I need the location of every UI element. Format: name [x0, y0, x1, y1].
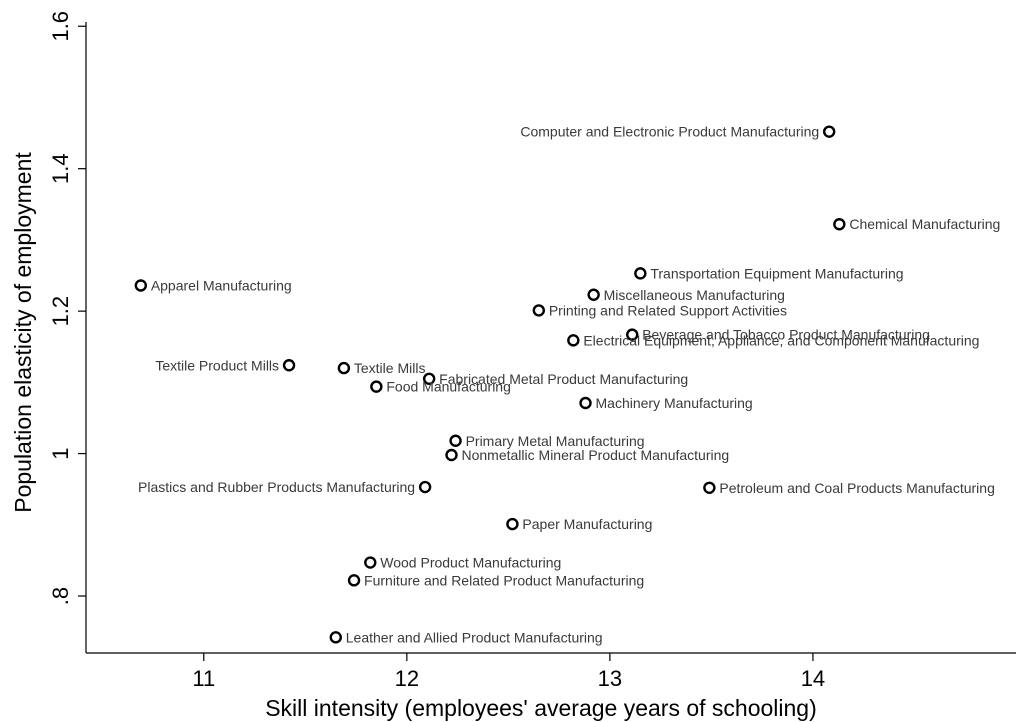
data-point-group: Miscellaneous Manufacturing — [587, 287, 785, 303]
point-label: Machinery Manufacturing — [596, 395, 753, 411]
point-label: Fabricated Metal Product Manufacturing — [439, 371, 688, 387]
data-point-group: Transportation Equipment Manufacturing — [634, 265, 904, 281]
data-point — [587, 288, 600, 301]
y-axis-title: Population elasticity of employment — [10, 152, 36, 513]
data-point-group: Furniture and Related Product Manufactur… — [347, 572, 644, 588]
point-label: Nonmetallic Mineral Product Manufacturin… — [462, 447, 730, 463]
x-tick-label: 11 — [192, 666, 215, 691]
data-point — [822, 125, 836, 138]
point-label: Textile Mills — [354, 360, 426, 376]
data-point — [364, 556, 377, 569]
point-label: Chemical Manufacturing — [849, 216, 1000, 232]
data-point — [337, 361, 351, 375]
y-tick-label: 1.2 — [48, 296, 73, 327]
x-axis-title: Skill intensity (employees' average year… — [265, 695, 817, 721]
data-points: Computer and Electronic Product Manufact… — [134, 124, 1000, 645]
data-point-group: Printing and Related Support Activities — [532, 302, 787, 318]
data-point — [449, 434, 462, 447]
data-point-group: Leather and Allied Product Manufacturing — [329, 629, 603, 645]
data-point — [422, 372, 436, 385]
x-tick-label: 12 — [395, 666, 419, 691]
data-point-group: Beverage and Tobacco Product Manufacturi… — [626, 327, 930, 343]
data-point-group: Paper Manufacturing — [506, 516, 652, 532]
point-label: Leather and Allied Product Manufacturing — [346, 629, 603, 645]
point-label: Printing and Related Support Activities — [549, 302, 787, 318]
data-point-group: Nonmetallic Mineral Product Manufacturin… — [445, 447, 730, 463]
x-tick-label: 14 — [801, 666, 825, 691]
x-ticks: 11 12 13 14 — [192, 653, 825, 691]
point-label: Textile Product Mills — [155, 357, 279, 373]
point-label: Primary Metal Manufacturing — [466, 433, 645, 449]
data-point-group: Petroleum and Coal Products Manufacturin… — [703, 480, 995, 496]
data-point-group: Plastics and Rubber Products Manufacturi… — [138, 479, 432, 495]
data-point-group: Wood Product Manufacturing — [364, 555, 561, 571]
data-point — [347, 574, 361, 587]
data-point — [579, 396, 592, 410]
y-tick-label: .8 — [48, 587, 73, 605]
y-tick-label: 1 — [48, 447, 73, 459]
point-label: Food Manufacturing — [386, 379, 511, 395]
data-point-group: Machinery Manufacturing — [579, 395, 753, 411]
data-point-group: Food Manufacturing — [370, 379, 511, 395]
point-label: Wood Product Manufacturing — [380, 555, 561, 571]
data-point-group: Primary Metal Manufacturing — [449, 433, 645, 449]
y-tick-label: 1.4 — [48, 153, 73, 184]
data-point — [634, 267, 647, 280]
data-point — [282, 359, 296, 372]
data-point — [329, 631, 342, 644]
data-point — [445, 448, 458, 462]
point-label: Paper Manufacturing — [522, 516, 652, 532]
point-label: Transportation Equipment Manufacturing — [650, 265, 903, 281]
data-point-group: Electrical Equipment, Appliance, and Com… — [567, 332, 979, 348]
y-tick-label: 1.6 — [48, 11, 73, 42]
point-label: Miscellaneous Manufacturing — [604, 287, 785, 303]
data-point — [370, 380, 383, 393]
point-label: Beverage and Tobacco Product Manufacturi… — [642, 327, 930, 343]
data-point-group: Apparel Manufacturing — [134, 277, 292, 293]
data-point — [532, 304, 546, 317]
data-point — [703, 481, 716, 494]
x-tick-label: 13 — [598, 666, 622, 691]
data-point — [626, 328, 639, 341]
data-point-group: Chemical Manufacturing — [833, 216, 1000, 232]
data-point-group: Computer and Electronic Product Manufact… — [520, 124, 836, 140]
data-point — [567, 334, 580, 347]
point-label: Apparel Manufacturing — [151, 277, 292, 293]
data-point-group: Textile Mills — [337, 360, 426, 376]
y-ticks: .8 1 1.2 1.4 1.6 — [48, 11, 86, 605]
point-label: Computer and Electronic Product Manufact… — [520, 124, 819, 140]
data-point-group: Fabricated Metal Product Manufacturing — [422, 371, 688, 387]
axes — [85, 22, 1016, 654]
data-point — [134, 279, 148, 292]
data-point — [418, 480, 432, 494]
point-label: Electrical Equipment, Appliance, and Com… — [583, 332, 979, 348]
point-label: Petroleum and Coal Products Manufacturin… — [719, 480, 994, 496]
point-label: Plastics and Rubber Products Manufacturi… — [138, 479, 415, 495]
data-point — [506, 517, 519, 531]
data-point — [833, 218, 846, 231]
point-label: Furniture and Related Product Manufactur… — [364, 572, 644, 588]
data-point-group: Textile Product Mills — [155, 357, 296, 373]
